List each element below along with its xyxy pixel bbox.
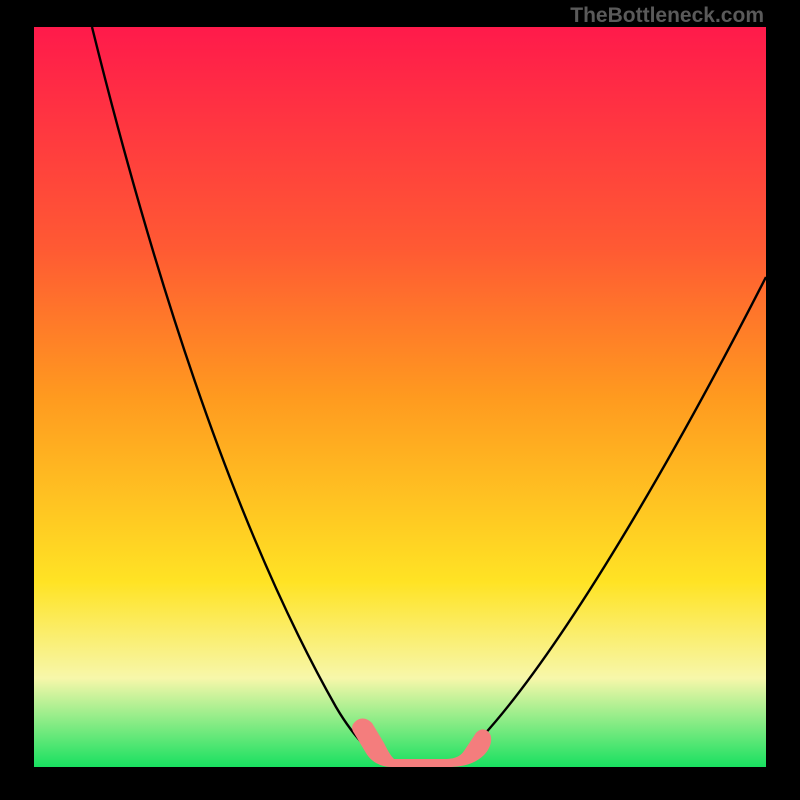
plot-group	[92, 27, 766, 767]
chart-svg	[0, 0, 800, 800]
curve-right-branch	[466, 277, 766, 751]
curve-left-branch	[92, 27, 366, 747]
chart-frame: TheBottleneck.com	[0, 0, 800, 800]
bottom-blob	[352, 719, 491, 768]
